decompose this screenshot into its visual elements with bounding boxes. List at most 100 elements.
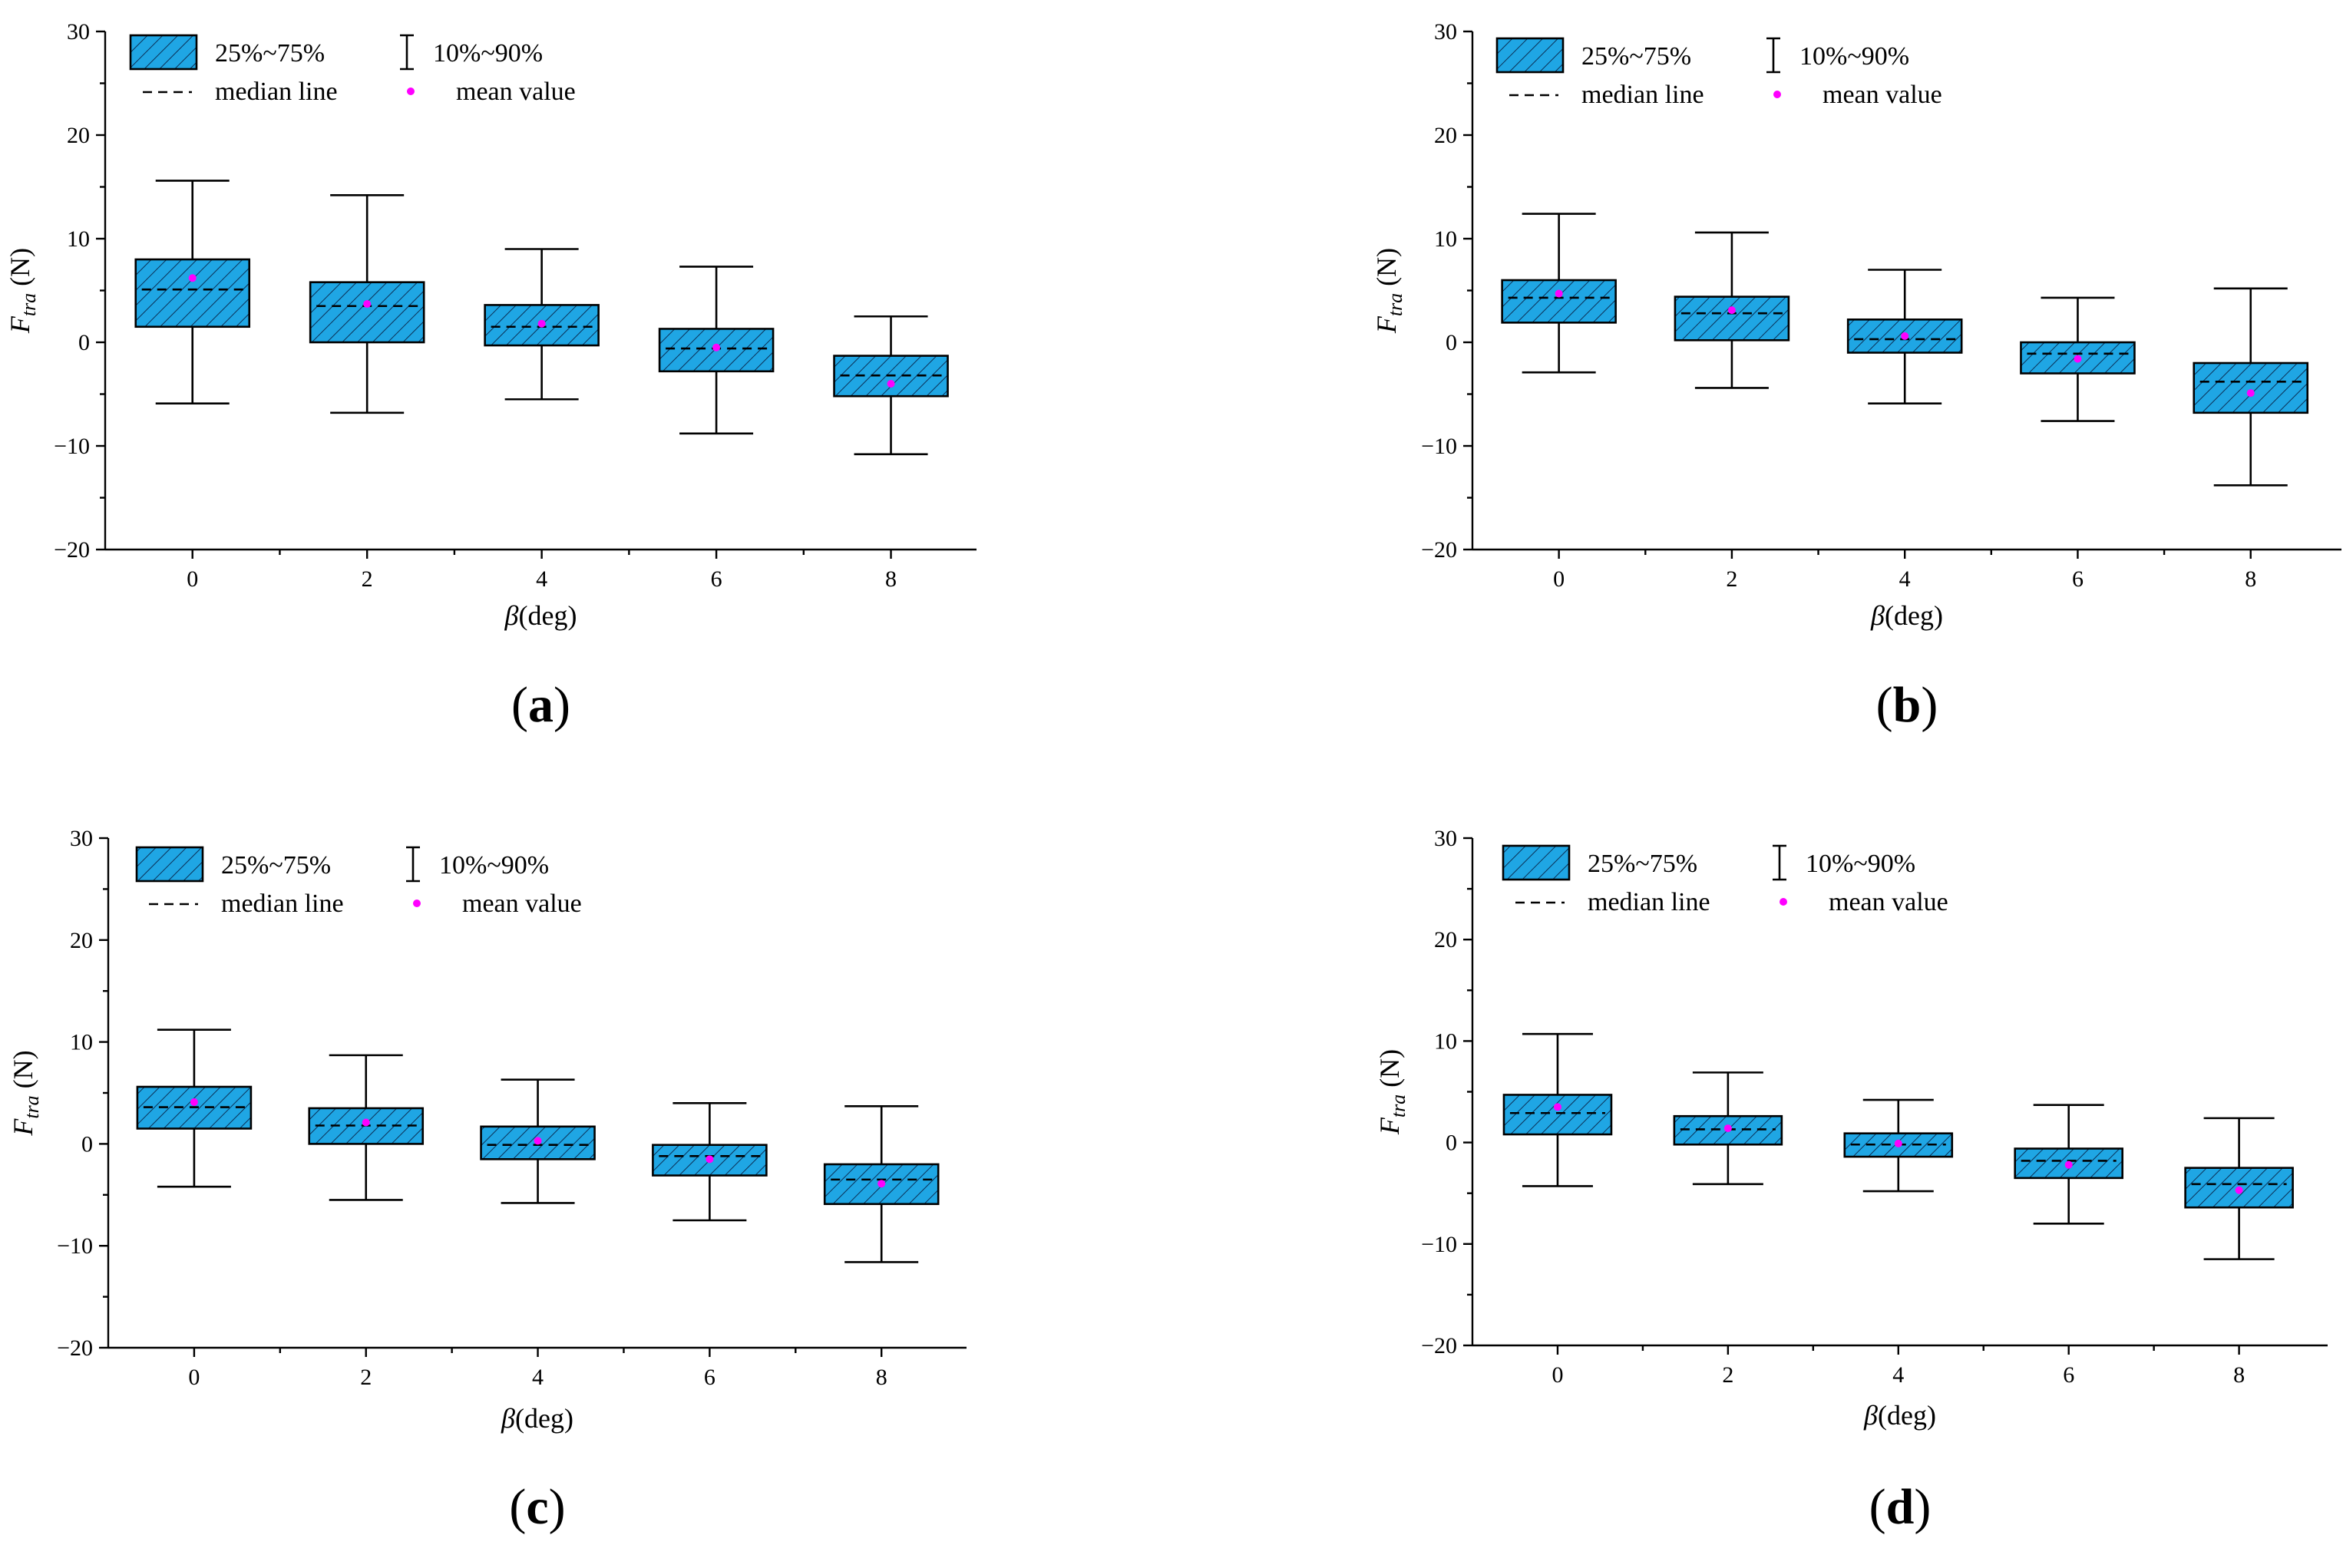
x-axis-title: β(deg) xyxy=(1870,600,1943,631)
x-tick-label: 8 xyxy=(2245,566,2256,592)
x-tick-label: 8 xyxy=(2233,1362,2245,1388)
y-axis-unit: (N) xyxy=(1371,248,1402,293)
panel-label: (b) xyxy=(1876,677,1938,733)
x-tick-label: 0 xyxy=(1552,1362,1563,1388)
panel-label-close: ) xyxy=(1921,677,1938,733)
y-tick-label: 30 xyxy=(70,826,93,851)
y-tick-label: 10 xyxy=(1434,1028,1457,1054)
y-tick-label: −10 xyxy=(1421,1232,1457,1257)
legend-box-swatch xyxy=(135,846,204,883)
y-axis-unit: (N) xyxy=(1374,1049,1405,1094)
y-tick-label: −20 xyxy=(1421,1333,1457,1358)
y-tick-label: 0 xyxy=(78,330,90,355)
mean-dot xyxy=(1901,332,1909,340)
mean-dot xyxy=(887,380,895,388)
panel-c: −20 −10 0 10 20 30 0 2 4 6 8 Ftra (N) β(deg) 25%~75% 1… xyxy=(8,826,967,1535)
mean-dot xyxy=(1723,1124,1732,1133)
box-group-beta-4 xyxy=(1843,1098,1954,1193)
x-axis-symbol: β xyxy=(1863,1400,1878,1431)
box-group-beta-4 xyxy=(1846,269,1963,404)
legend-box-label: 25%~75% xyxy=(221,851,331,880)
legend-median-label: median line xyxy=(215,78,338,106)
x-tick-label: 2 xyxy=(360,1365,372,1390)
panel-label: (c) xyxy=(509,1479,565,1535)
x-axis-unit: (deg) xyxy=(515,1403,573,1434)
y-tick-label: 30 xyxy=(1434,19,1457,45)
mean-dot xyxy=(1894,1139,1902,1147)
box-group-beta-4 xyxy=(484,248,600,401)
iqr-box xyxy=(1502,1094,1613,1136)
box-group-beta-0 xyxy=(136,1028,253,1188)
x-tick-label: 4 xyxy=(532,1365,544,1390)
x-axis-title: β(deg) xyxy=(504,600,577,631)
y-tick-label: 0 xyxy=(1446,1131,1457,1156)
x-tick-label: 4 xyxy=(536,566,547,592)
mean-dot xyxy=(2064,1160,2073,1169)
y-axis-title: Ftra (N) xyxy=(5,248,40,334)
legend-whisker-label: 10%~90% xyxy=(439,851,549,880)
legend-median-label: median line xyxy=(221,890,344,918)
box-group-beta-8 xyxy=(833,315,949,456)
x-tick-label: 6 xyxy=(2063,1362,2074,1388)
panel-label-letter: b xyxy=(1893,677,1922,733)
legend-median-label: median line xyxy=(1588,888,1710,916)
x-axis-unit: (deg) xyxy=(1885,600,1943,631)
box-group-beta-6 xyxy=(2020,296,2136,422)
y-tick-label: −10 xyxy=(1421,434,1457,459)
mean-dot xyxy=(2235,1186,2243,1194)
y-tick-label: 10 xyxy=(1434,226,1457,252)
y-axis-unit: (N) xyxy=(5,248,35,293)
legend-whisker-label: 10%~90% xyxy=(433,39,543,68)
y-tick-label: −10 xyxy=(54,434,90,459)
x-tick-label: 8 xyxy=(876,1365,887,1390)
panel-d: −20 −10 0 10 20 30 0 2 4 6 8 Ftra (N) β(deg) 25%~75% 1… xyxy=(1374,826,2328,1535)
box-group-beta-8 xyxy=(2193,287,2309,487)
panel-label-close: ) xyxy=(1914,1479,1931,1535)
x-axis-symbol: β xyxy=(504,600,519,631)
panel-label-open: ( xyxy=(1876,677,1893,733)
panel-label: (d) xyxy=(1869,1479,1932,1535)
y-axis-symbol: F xyxy=(5,315,35,334)
y-axis-subscript: tra xyxy=(18,293,40,316)
legend-box-label: 25%~75% xyxy=(215,39,325,68)
y-tick-label: 0 xyxy=(81,1131,93,1157)
x-tick-label: 4 xyxy=(1892,1362,1904,1388)
x-tick-label: 8 xyxy=(885,566,897,592)
legend: 25%~75% 10%~90% median line mean value xyxy=(129,34,576,106)
y-axis-symbol: F xyxy=(1371,315,1402,334)
y-tick-label: 20 xyxy=(67,123,90,148)
y-tick-label: 30 xyxy=(1434,826,1457,851)
legend-mean-label: mean value xyxy=(456,78,576,106)
mean-dot xyxy=(534,1137,542,1145)
x-tick-label: 0 xyxy=(188,1365,200,1390)
panel-label-letter: a xyxy=(528,677,554,733)
x-tick-label: 2 xyxy=(1726,566,1737,592)
y-axis-title: Ftra (N) xyxy=(1371,248,1406,334)
panel-b: −20 −10 0 10 20 30 0 2 4 6 8 Ftra (N) β(deg) 25%~75% 1… xyxy=(1371,19,2341,733)
iqr-box xyxy=(2193,361,2309,414)
y-axis-subscript: tra xyxy=(1384,293,1406,316)
box-group-beta-0 xyxy=(1502,1032,1613,1187)
x-tick-label: 0 xyxy=(187,566,198,592)
legend-box-label: 25%~75% xyxy=(1581,42,1691,71)
mean-dot xyxy=(363,300,372,309)
box-group-beta-2 xyxy=(308,1054,425,1201)
legend-mean-label: mean value xyxy=(1823,81,1942,109)
y-tick-label: 0 xyxy=(1446,330,1457,355)
legend-box-swatch xyxy=(1495,37,1565,74)
y-axis-symbol: F xyxy=(8,1118,38,1137)
legend-mean-swatch xyxy=(1780,898,1787,906)
mean-dot xyxy=(537,319,546,328)
iqr-box xyxy=(134,258,251,328)
box-group-beta-6 xyxy=(2014,1104,2123,1225)
y-tick-label: −20 xyxy=(54,537,90,563)
mean-dot xyxy=(1727,306,1736,315)
panel-label-open: ( xyxy=(511,677,528,733)
legend: 25%~75% 10%~90% median line mean value xyxy=(135,846,582,918)
legend: 25%~75% 10%~90% median line mean value xyxy=(1495,37,1942,109)
panel-label-letter: c xyxy=(526,1479,548,1535)
box-group-beta-4 xyxy=(480,1078,596,1204)
y-tick-label: 10 xyxy=(70,1030,93,1055)
